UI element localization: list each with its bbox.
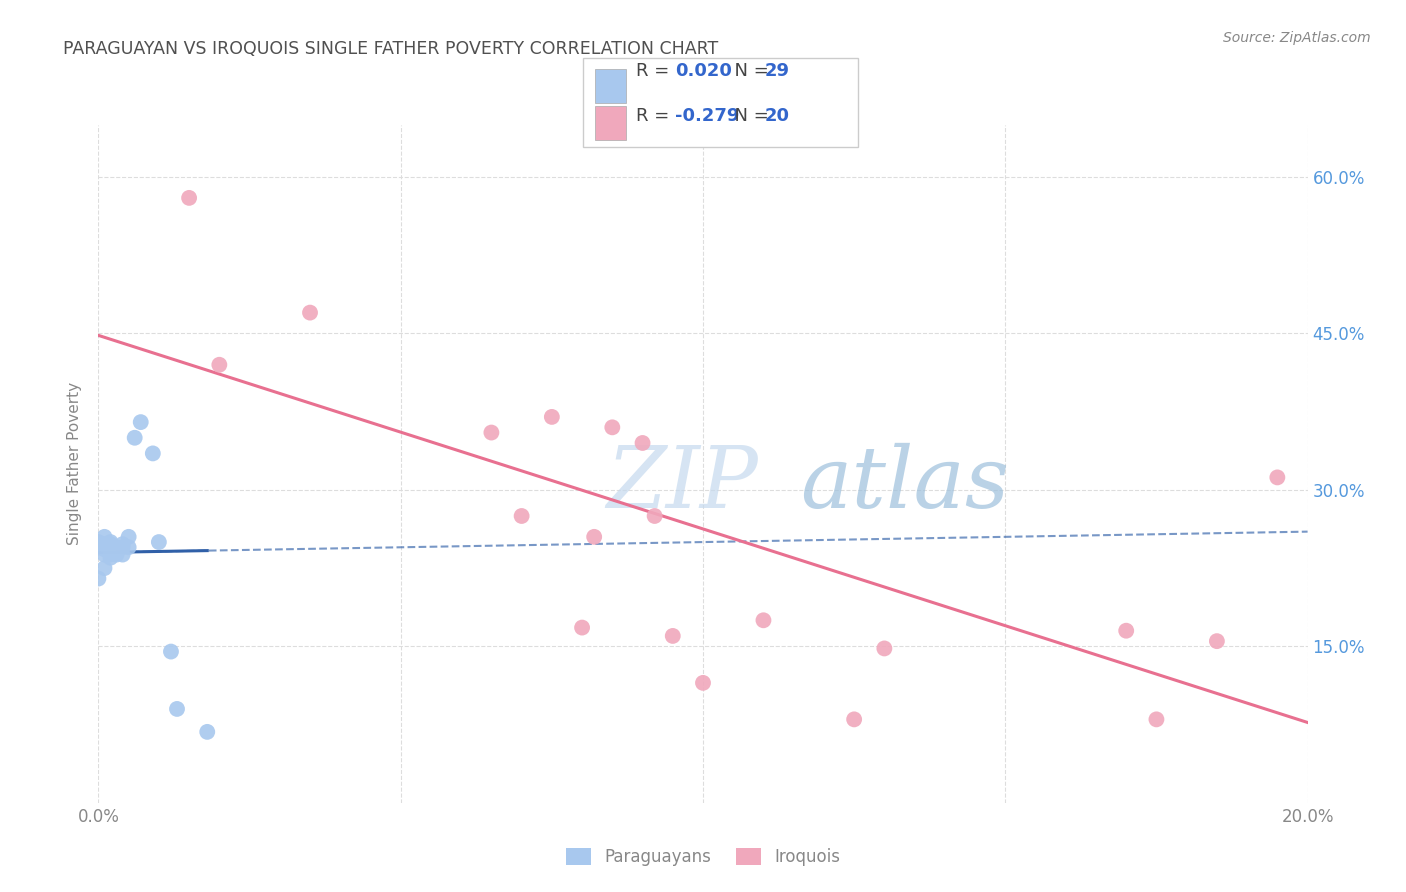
- Text: N =: N =: [723, 107, 775, 125]
- Point: [148, 535, 170, 549]
- Text: PARAGUAYAN VS IROQUOIS SINGLE FATHER POVERTY CORRELATION CHART: PARAGUAYAN VS IROQUOIS SINGLE FATHER POV…: [63, 40, 718, 58]
- Text: R =: R =: [636, 107, 675, 125]
- Point: [100, 548, 122, 562]
- Point: [105, 543, 128, 558]
- Point: [160, 644, 183, 658]
- Point: [100, 535, 122, 549]
- Point: [142, 446, 165, 460]
- Point: [631, 436, 654, 450]
- Point: [1144, 712, 1167, 726]
- Text: R =: R =: [636, 62, 675, 79]
- Point: [100, 550, 122, 565]
- Point: [540, 409, 562, 424]
- Text: 29: 29: [765, 62, 790, 79]
- Point: [111, 548, 134, 562]
- Point: [602, 420, 624, 434]
- Point: [692, 676, 714, 690]
- Point: [93, 537, 115, 551]
- Point: [93, 548, 115, 562]
- Text: ZIP: ZIP: [606, 442, 758, 525]
- Text: 0.020: 0.020: [675, 62, 731, 79]
- Point: [299, 305, 322, 319]
- Point: [124, 431, 146, 445]
- Point: [118, 530, 141, 544]
- Point: [1115, 624, 1137, 638]
- Point: [87, 535, 110, 549]
- Point: [644, 508, 666, 523]
- Text: N =: N =: [723, 62, 775, 79]
- Legend: Paraguayans, Iroquois: Paraguayans, Iroquois: [560, 841, 846, 872]
- Point: [510, 508, 533, 523]
- Text: -0.279: -0.279: [675, 107, 740, 125]
- Point: [195, 724, 218, 739]
- Point: [129, 415, 152, 429]
- Point: [105, 548, 128, 562]
- Point: [100, 537, 122, 551]
- Point: [100, 541, 122, 555]
- Point: [111, 537, 134, 551]
- Point: [844, 712, 866, 726]
- Point: [87, 572, 110, 586]
- Point: [93, 542, 115, 557]
- Text: 20: 20: [765, 107, 790, 125]
- Point: [105, 541, 128, 555]
- Point: [583, 530, 606, 544]
- Point: [93, 561, 115, 575]
- Point: [179, 191, 201, 205]
- Point: [105, 545, 128, 559]
- Y-axis label: Single Father Poverty: Single Father Poverty: [67, 383, 83, 545]
- Point: [166, 702, 188, 716]
- Point: [93, 530, 115, 544]
- Point: [571, 621, 593, 635]
- Point: [1206, 634, 1229, 648]
- Text: Source: ZipAtlas.com: Source: ZipAtlas.com: [1223, 31, 1371, 45]
- Point: [481, 425, 503, 440]
- Text: atlas: atlas: [800, 442, 1010, 525]
- Point: [662, 629, 685, 643]
- Point: [752, 613, 775, 627]
- Point: [1267, 470, 1289, 484]
- Point: [118, 541, 141, 555]
- Point: [100, 543, 122, 558]
- Point: [111, 541, 134, 555]
- Point: [873, 641, 896, 656]
- Point: [208, 358, 231, 372]
